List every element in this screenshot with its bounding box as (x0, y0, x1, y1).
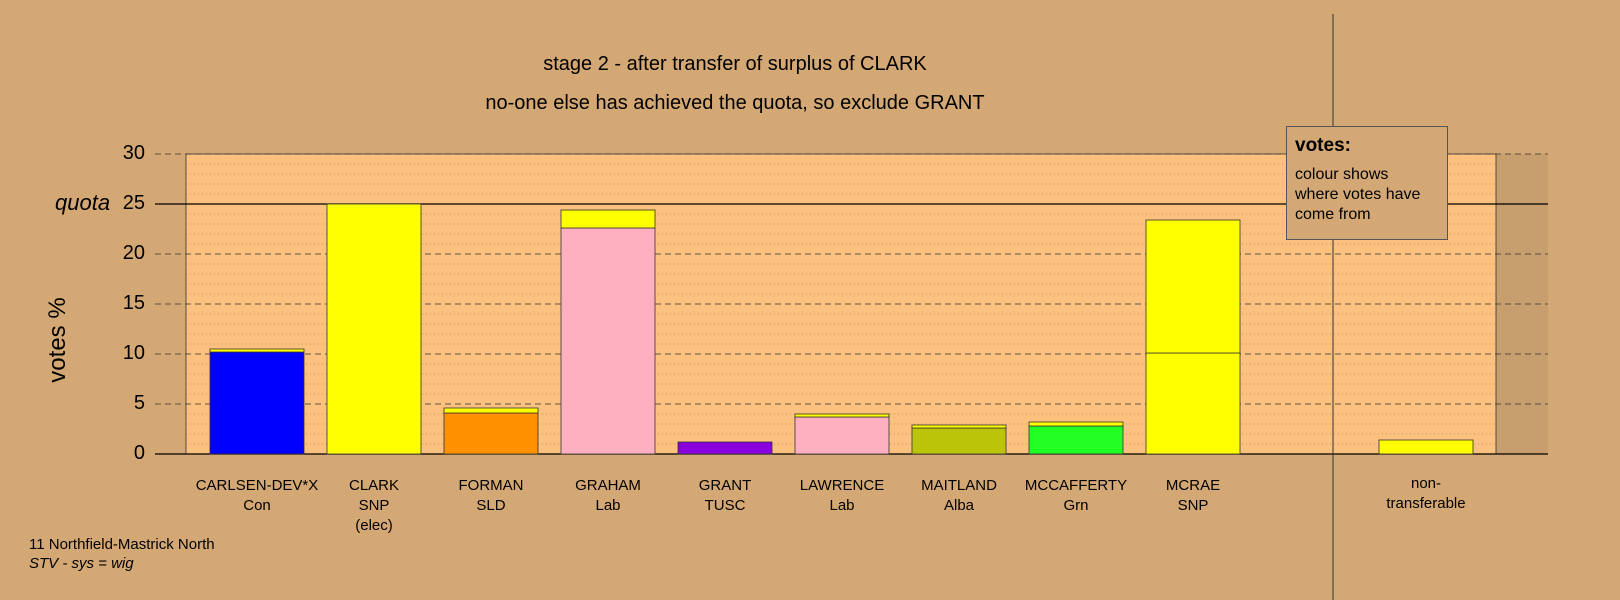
bar-segment-lawrence-0 (794, 416, 890, 455)
candidate-label: MCRAE SNP (1128, 476, 1258, 516)
bar-segment-mccafferty-1 (1028, 421, 1124, 427)
candidate-party: Grn (1063, 497, 1089, 514)
candidate-name: non- (1410, 475, 1442, 492)
candidate-party: Con (243, 497, 271, 514)
candidate-party: Lab (829, 497, 855, 514)
bar-segment-graham-1 (560, 209, 656, 229)
bar-segment-carlsen-dev-x-0 (209, 351, 305, 455)
candidate-party: SNP (358, 497, 390, 514)
system-label: STV - sys = wig (29, 555, 134, 572)
bar-segment-forman-1 (443, 407, 539, 414)
bar-segment-carlsen-dev-x-1 (209, 348, 305, 353)
candidate-label: CLARK SNP (elec) (309, 476, 439, 536)
y-tick-label: 10 (122, 342, 145, 364)
chart-subtitle: no-one else has achieved the quota, so e… (485, 92, 985, 114)
candidate-label: MAITLAND Alba (894, 476, 1024, 516)
candidate-party: Alba (943, 497, 975, 514)
bar-segment-forman-0 (443, 412, 539, 455)
candidate-name: MAITLAND (921, 477, 997, 494)
candidate-name: FORMAN (458, 477, 524, 494)
bar-segment-mcrae-0 (1145, 352, 1241, 455)
bar-segment-mccafferty-0 (1028, 425, 1124, 455)
y-tick-label: 20 (122, 242, 145, 264)
y-tick-label: 15 (122, 292, 145, 314)
bar-segment-graham-0 (560, 227, 656, 455)
legend-heading: votes: (1295, 135, 1351, 156)
candidate-party: Lab (595, 497, 621, 514)
bar-segment-lawrence-1 (794, 413, 890, 418)
candidate-label: CARLSEN-DEV*X Con (192, 476, 322, 516)
candidate-party: SNP (1177, 497, 1209, 514)
bar-segment-grant-0 (677, 441, 773, 455)
candidate-name: LAWRENCE (799, 477, 885, 494)
candidate-party: SLD (476, 497, 506, 514)
bar-segment-mcrae-1 (1145, 219, 1241, 354)
candidate-name: CARLSEN-DEV*X (195, 477, 319, 494)
candidate-name: GRANT (698, 477, 752, 494)
candidate-party: transferable (1386, 495, 1466, 512)
y-tick-label: 25 (122, 192, 145, 214)
bar-segment-maitland-0 (911, 427, 1007, 455)
bar-segment-clark-0 (326, 203, 422, 455)
candidate-label: FORMAN SLD (426, 476, 556, 516)
candidate-party: TUSC (704, 497, 746, 514)
candidate-label: MCCAFFERTY Grn (1011, 476, 1141, 516)
legend-box: votes: colour shows where votes have com… (1286, 126, 1448, 240)
bar-segment-non--0 (1378, 439, 1474, 455)
bar-segment-maitland-1 (911, 424, 1007, 429)
quota-label: quota (55, 190, 111, 215)
legend-text: colour shows where votes have come from (1295, 166, 1421, 223)
candidate-label: GRAHAM Lab (543, 476, 673, 516)
ward-name: 11 Northfield-Mastrick North (29, 536, 215, 553)
candidate-label: LAWRENCE Lab (777, 476, 907, 516)
candidate-name: GRAHAM (575, 477, 641, 494)
candidate-label: non-transferable (1361, 474, 1491, 514)
y-tick-label: 0 (133, 442, 145, 464)
chart-title: stage 2 - after transfer of surplus of C… (543, 53, 927, 75)
candidate-label: GRANT TUSC (660, 476, 790, 516)
y-tick-label: 5 (133, 392, 145, 414)
y-tick-label: 30 (122, 142, 145, 164)
candidate-note: (elec) (355, 517, 393, 534)
candidate-name: CLARK (348, 477, 400, 494)
candidate-name: MCRAE (1165, 477, 1221, 494)
candidate-name: MCCAFFERTY (1024, 477, 1128, 494)
